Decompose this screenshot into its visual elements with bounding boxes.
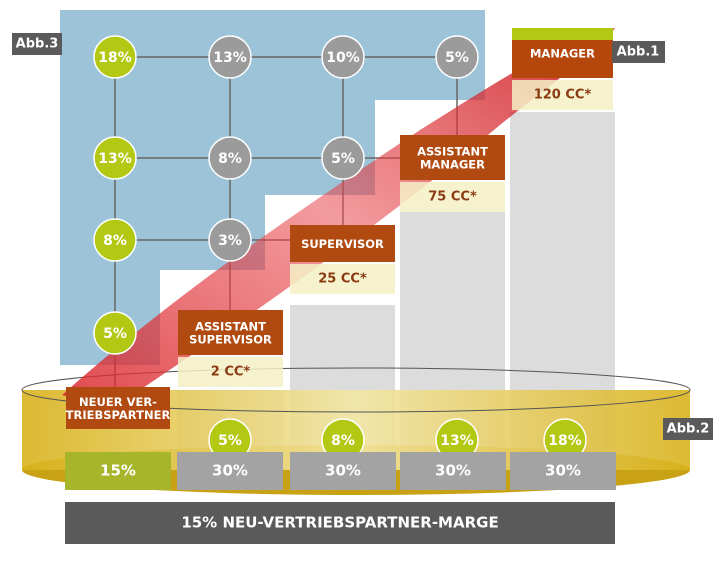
rank-accent <box>512 28 613 40</box>
rank-title: SUPERVISOR <box>189 333 272 347</box>
grid-value: 18% <box>98 50 132 66</box>
rank-title: MANAGER <box>420 158 485 172</box>
label: Abb.3 <box>16 37 59 52</box>
margin-value: 30% <box>435 462 471 480</box>
cc-text: 2 CC* <box>211 365 251 380</box>
bonus-value: 18% <box>548 433 582 449</box>
grid-value: 5% <box>331 151 355 167</box>
margin-value: 30% <box>545 462 581 480</box>
grid-value: 13% <box>98 151 132 167</box>
page: 18% 13% 10% 5% 13% 8% 5% 8% 3% 5% NEUER VER-TRIEBS… <box>0 0 713 568</box>
margin-value: 30% <box>325 462 361 480</box>
rank-title: MANAGER <box>530 47 595 61</box>
grid-value: 5% <box>445 50 469 66</box>
cc-text: 75 CC* <box>428 190 477 205</box>
cc-text: 120 CC* <box>534 88 592 103</box>
rank-title: NEUER VER- <box>79 395 157 409</box>
rank-title: ASSISTANT <box>417 145 488 159</box>
grid-value: 10% <box>326 50 360 66</box>
rank-title: SUPERVISOR <box>301 237 384 251</box>
footer-text: 15% NEU-VERTRIEBSPARTNER-MARGE <box>181 514 498 532</box>
label: Abb.1 <box>617 45 660 60</box>
diagram: 18% 13% 10% 5% 13% 8% 5% 8% 3% 5% NEUER VER-TRIEBS… <box>0 0 713 564</box>
rank-title: TRIEBSPARTNER <box>66 408 171 422</box>
grid-value: 3% <box>218 233 242 249</box>
margin-value: 30% <box>212 462 248 480</box>
margin-value: 15% <box>100 462 136 480</box>
cc-text: 25 CC* <box>318 272 367 287</box>
grid-value: 5% <box>103 326 127 342</box>
bonus-value: 8% <box>331 433 355 449</box>
grid-value: 8% <box>103 233 127 249</box>
label: Abb.2 <box>667 422 710 437</box>
bonus-value: 5% <box>218 433 242 449</box>
bonus-value: 13% <box>440 433 474 449</box>
grid-value: 13% <box>213 50 247 66</box>
grid-value: 8% <box>218 151 242 167</box>
rank-title: ASSISTANT <box>195 320 266 334</box>
